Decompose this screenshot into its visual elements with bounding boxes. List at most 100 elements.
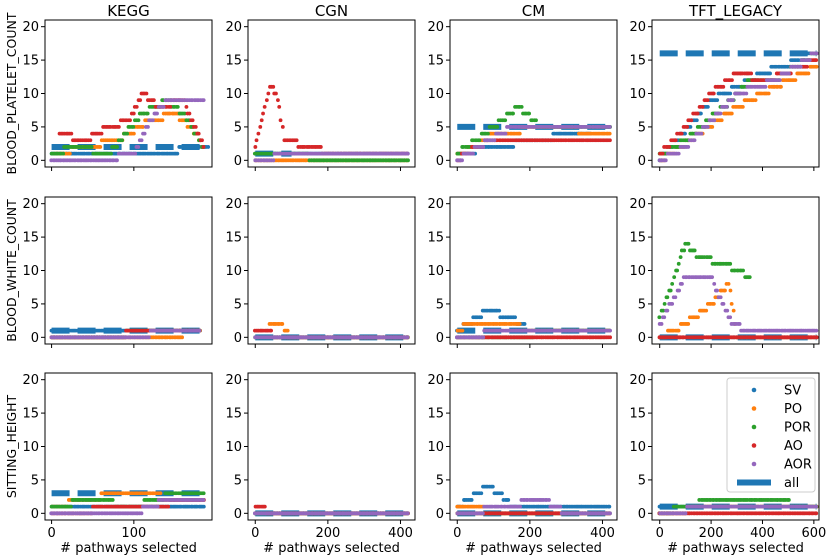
point (676, 151, 681, 156)
column-title-cgn: CGN (315, 2, 348, 20)
point (814, 64, 819, 69)
point (405, 151, 410, 156)
y-tick-label: 5 (638, 297, 646, 312)
point (726, 281, 731, 286)
point (285, 328, 290, 333)
point (723, 288, 727, 293)
y-tick-label: 10 (629, 87, 646, 102)
y-tick-label: 5 (436, 297, 444, 312)
point (67, 151, 72, 156)
point (787, 71, 791, 76)
point (715, 98, 720, 103)
point (534, 118, 538, 123)
point (276, 98, 280, 103)
point (196, 131, 201, 136)
point (793, 78, 798, 83)
y-tick-label: 10 (629, 264, 646, 279)
point (69, 131, 74, 136)
point (460, 158, 464, 163)
point (705, 98, 710, 103)
point (150, 118, 155, 123)
point (695, 111, 700, 116)
point (201, 498, 206, 502)
point (141, 125, 145, 129)
point (694, 118, 699, 123)
point (109, 151, 113, 156)
point (798, 64, 803, 69)
point (98, 145, 103, 149)
y-tick-label: 5 (31, 120, 39, 135)
point (806, 71, 811, 76)
y-tick-label: 5 (638, 120, 646, 135)
y-tick-label: 0 (31, 507, 39, 522)
point (187, 111, 192, 116)
point (675, 268, 680, 273)
point (138, 98, 143, 103)
point (144, 91, 149, 96)
point (136, 118, 141, 123)
point (676, 328, 681, 333)
point (665, 308, 670, 313)
series-ao (253, 84, 410, 156)
point (182, 111, 187, 116)
point (184, 104, 189, 109)
point (190, 118, 195, 123)
point (131, 125, 136, 129)
point (683, 131, 687, 136)
point (715, 288, 719, 293)
y-tick-label: 20 (629, 197, 646, 212)
point (201, 491, 206, 496)
point (686, 145, 691, 149)
point (259, 118, 264, 123)
point (721, 302, 726, 306)
point (166, 504, 171, 509)
point (696, 315, 700, 320)
point (146, 125, 150, 129)
point (405, 511, 410, 516)
point (477, 138, 482, 143)
point (700, 104, 705, 109)
x-tick-label: 400 (388, 526, 413, 541)
point (405, 335, 410, 340)
point (741, 268, 745, 273)
x-axis-label: # pathways selected (263, 541, 400, 556)
y-tick-label: 10 (427, 87, 444, 102)
point (254, 138, 259, 143)
series-aor (253, 151, 410, 163)
point (201, 98, 206, 103)
y-tick-label: 10 (22, 87, 39, 102)
point (659, 322, 664, 326)
point (131, 111, 136, 116)
y-tick-label: 15 (427, 231, 444, 246)
point (175, 151, 180, 156)
series-aor (455, 125, 612, 163)
point (146, 335, 151, 340)
point (725, 308, 730, 313)
point (711, 91, 716, 96)
row-label-blood-platelet-count: BLOOD_PLATELET_COUNT (4, 12, 19, 174)
y-tick-label: 0 (234, 154, 242, 169)
point (168, 104, 173, 109)
series-aor (454, 328, 612, 340)
y-tick-label: 10 (427, 264, 444, 279)
point (712, 118, 717, 123)
y-tick-label: 15 (225, 407, 242, 422)
point (704, 308, 709, 313)
y-tick-label: 0 (638, 331, 646, 346)
point (607, 131, 612, 136)
point (728, 315, 733, 320)
y-tick-label: 20 (427, 197, 444, 212)
y-tick-label: 10 (22, 264, 39, 279)
point (731, 98, 735, 103)
point (492, 138, 497, 143)
point (460, 328, 465, 333)
y-tick-label: 20 (22, 20, 39, 35)
point (657, 315, 662, 320)
point (668, 288, 673, 293)
point (99, 131, 104, 136)
